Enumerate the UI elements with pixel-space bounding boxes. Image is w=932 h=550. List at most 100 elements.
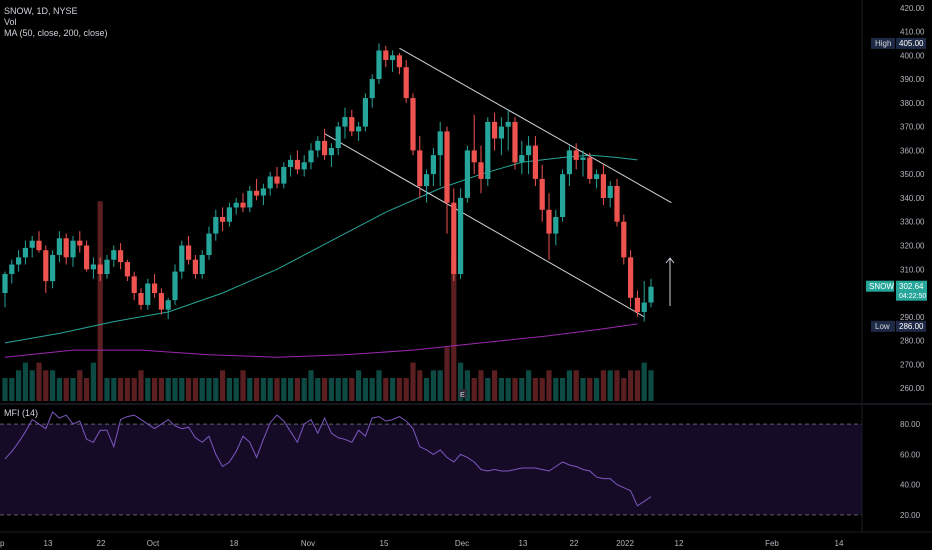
candle-body xyxy=(145,283,151,305)
ma-legend[interactable]: MA (50, close, 200, close) xyxy=(4,28,108,38)
candle-body xyxy=(179,245,185,272)
trendline-lower[interactable] xyxy=(324,133,645,318)
candle-body xyxy=(267,176,273,189)
candle-body xyxy=(16,257,22,265)
candle-body xyxy=(9,264,15,274)
candle xyxy=(621,214,627,265)
candle xyxy=(478,145,484,194)
moving-averages xyxy=(4,154,638,358)
candle xyxy=(179,240,185,279)
candle xyxy=(498,117,504,156)
candle xyxy=(471,114,477,175)
mfi-axis[interactable]: 80.00 60.00 40.00 20.00 xyxy=(900,420,921,520)
price-tick-label: 380.00 xyxy=(900,99,925,108)
volume-bar xyxy=(16,370,22,401)
symbol-legend[interactable]: SNOW, 1D, NYSE xyxy=(4,6,78,16)
candle-body xyxy=(512,121,518,163)
candle xyxy=(396,52,402,75)
mfi-tick-label: 60.00 xyxy=(900,450,921,459)
candle xyxy=(260,183,266,206)
volume-bar xyxy=(628,370,634,401)
candle xyxy=(29,236,35,258)
last-badge-value-bg xyxy=(896,280,927,301)
volume-bar xyxy=(29,370,35,401)
price-tick-label: 420.00 xyxy=(900,4,925,13)
candle-body xyxy=(315,140,321,151)
volume-bar xyxy=(145,378,151,401)
volume-bar xyxy=(84,378,90,401)
high-badge-label-bg xyxy=(871,37,895,49)
volume-bar xyxy=(179,378,185,401)
volume-bar xyxy=(587,378,593,401)
volume-bar xyxy=(247,378,253,401)
volume-bar xyxy=(403,378,409,401)
volume-bar xyxy=(2,378,8,401)
volume-bar xyxy=(111,378,117,401)
candle-body xyxy=(281,167,287,184)
candle-body xyxy=(342,117,348,127)
candle xyxy=(566,145,572,186)
price-tick-label: 290.00 xyxy=(900,313,925,322)
candle xyxy=(90,257,96,279)
candle-body xyxy=(294,159,300,170)
candle-body xyxy=(614,186,620,222)
price-axis[interactable]: 420.00 410.00 400.00 390.00 380.00 370.00 360.… xyxy=(900,4,925,393)
candle xyxy=(369,74,375,108)
candle xyxy=(158,288,164,315)
candle-body xyxy=(349,117,355,132)
candle-body xyxy=(424,174,430,187)
price-tick-label: 260.00 xyxy=(900,384,925,393)
candle xyxy=(43,245,49,293)
candle-body xyxy=(335,126,341,148)
candle-body xyxy=(274,176,280,184)
candle-body xyxy=(97,264,103,274)
candle xyxy=(294,150,300,175)
volume-bar xyxy=(396,378,402,401)
projection-arrow[interactable] xyxy=(665,257,675,306)
candle xyxy=(390,50,396,72)
candle-body xyxy=(628,257,634,298)
time-tick-label: 15 xyxy=(380,539,389,548)
volume-bar xyxy=(328,378,334,401)
candle-body xyxy=(118,250,124,263)
volume-legend[interactable]: Vol xyxy=(4,17,17,27)
mfi-line xyxy=(4,411,652,507)
mfi-legend[interactable]: MFI (14) xyxy=(4,408,38,418)
volume-bar xyxy=(560,378,566,401)
volume-bars xyxy=(2,201,654,401)
last-badge-price: 302.64 xyxy=(899,282,924,291)
time-tick-label: 18 xyxy=(230,539,239,548)
volume-bar xyxy=(600,370,606,401)
candle-body xyxy=(471,150,477,163)
candle-body xyxy=(390,55,396,61)
volume-bar xyxy=(498,378,504,401)
time-tick-label: 13 xyxy=(44,539,53,548)
mfi-series-line xyxy=(4,411,652,507)
candle-body xyxy=(247,190,253,208)
candle-body xyxy=(328,148,334,156)
candle-body xyxy=(165,300,171,310)
volume-bar xyxy=(376,370,382,401)
candle-body xyxy=(410,98,416,151)
last-badge-countdown: 04:22:50 xyxy=(899,293,926,300)
time-tick-label: 12 xyxy=(675,539,684,548)
candle xyxy=(573,143,579,170)
candle-body xyxy=(458,197,464,274)
candle-body xyxy=(464,150,470,198)
candle xyxy=(430,148,436,186)
event-marker[interactable]: E xyxy=(459,389,467,399)
volume-bar xyxy=(50,370,56,401)
candle xyxy=(145,278,151,310)
event-marker-bg xyxy=(459,389,467,398)
trendline-upper[interactable] xyxy=(399,47,672,204)
candle xyxy=(152,274,158,298)
arrow-up-icon xyxy=(665,257,675,264)
time-axis[interactable]: p 13 22 Oct 18 Nov 15 Dec 13 22 2022 12 Feb 14 xyxy=(0,539,844,548)
candle-body xyxy=(56,238,62,255)
volume-bar xyxy=(104,378,110,401)
candle xyxy=(335,121,341,156)
candle xyxy=(505,110,511,151)
time-tick-label: 14 xyxy=(835,539,844,548)
candle-body xyxy=(451,202,457,274)
